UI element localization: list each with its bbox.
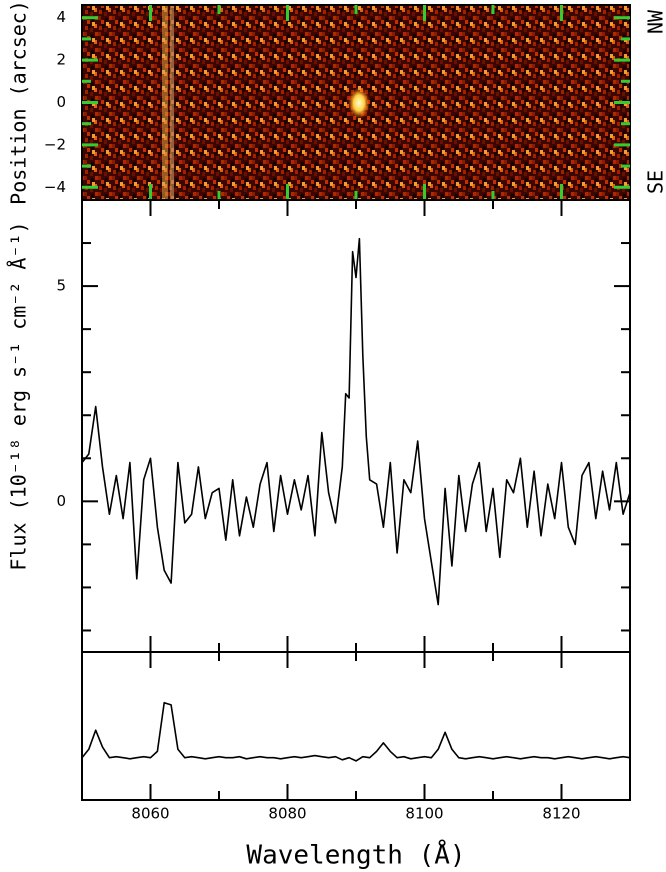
x-tick-label: 8060: [131, 805, 169, 823]
orientation-label: NW: [644, 9, 666, 34]
y-axis-title: Flux (10⁻¹⁸ erg s⁻¹ cm⁻² Å⁻¹): [7, 221, 31, 570]
y-tick-label: 0: [56, 492, 66, 510]
spectrum-image: [82, 5, 630, 200]
y-tick-label: 2: [56, 51, 66, 69]
x-tick-label: 8100: [405, 805, 443, 823]
y-tick-label: −4: [44, 178, 66, 196]
y-tick-label: 5: [56, 277, 66, 295]
y-axis-title: Position (arcsec): [7, 0, 31, 205]
orientation-label: SE: [644, 170, 666, 194]
x-tick-label: 8120: [542, 805, 580, 823]
panel-frame: [81, 651, 631, 801]
x-axis-title: Wavelength (Å): [246, 839, 465, 871]
y-tick-label: −2: [44, 135, 66, 153]
spectrum-line: [81, 237, 631, 606]
spectrum-line: [81, 701, 631, 762]
y-tick-label: 4: [56, 8, 66, 26]
x-tick-label: 8080: [268, 805, 306, 823]
y-tick-label: 0: [56, 93, 66, 111]
panel-frame: [81, 199, 631, 653]
